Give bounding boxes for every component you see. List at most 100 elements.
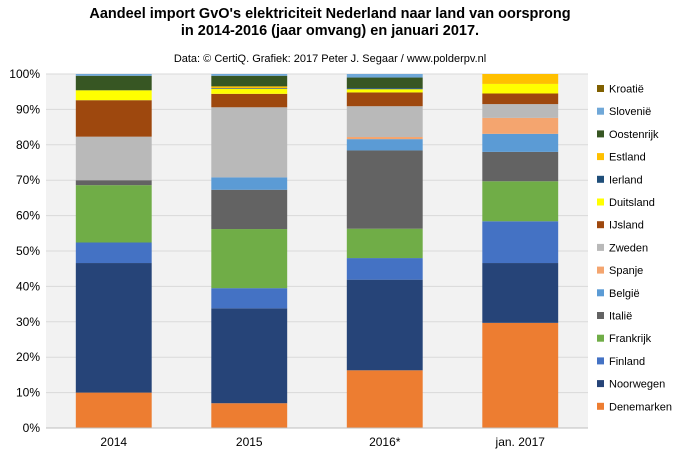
bar-segment — [482, 181, 559, 222]
bar-segment — [211, 403, 288, 428]
legend-label: Estland — [609, 152, 646, 164]
legend-swatch — [597, 85, 604, 92]
legend-label: Duitsland — [609, 197, 655, 209]
legend-swatch — [597, 175, 604, 183]
bar-segment — [75, 180, 152, 186]
y-tick-label: 0% — [23, 421, 41, 435]
legend-swatch — [597, 130, 604, 138]
y-tick-label: 60% — [16, 209, 40, 223]
bar-segment — [482, 74, 559, 84]
bar-segment — [482, 221, 559, 264]
bar-segment — [75, 263, 152, 393]
legend-swatch — [597, 153, 604, 161]
bar-segment — [211, 74, 288, 76]
y-tick-label: 90% — [16, 102, 40, 116]
bar-segment — [211, 86, 288, 89]
x-tick-label: 2014 — [100, 435, 127, 449]
chart-title: Aandeel import GvO's elektriciteit Neder… — [0, 6, 660, 40]
bar-segment — [211, 288, 288, 309]
y-axis: 0% 10% 20% 30% 40% 50% 60% 70% 80% 90% 100% — [9, 67, 40, 435]
bar-segment — [346, 370, 423, 428]
bar-segment — [346, 77, 423, 89]
bar-segment — [482, 263, 559, 323]
chart-title-line1: Aandeel import GvO's elektriciteit Neder… — [89, 6, 571, 22]
bar-segment — [211, 75, 288, 87]
legend-swatch — [597, 266, 604, 274]
bar-segment — [346, 137, 423, 140]
bar-segment — [75, 90, 152, 101]
y-tick-label: 50% — [16, 244, 40, 258]
legend-swatch — [597, 243, 604, 251]
y-tick-label: 30% — [16, 315, 40, 329]
legend-swatch — [597, 107, 604, 115]
bar-segment — [346, 88, 423, 90]
bars — [75, 74, 559, 428]
legend-label: Spanje — [609, 265, 643, 277]
legend-label: België — [609, 288, 640, 300]
bar-segment — [75, 75, 152, 91]
legend-label: Finland — [609, 356, 645, 368]
legend-label: Frankrijk — [609, 333, 652, 345]
legend-label: IJsland — [609, 220, 644, 232]
bar-segment — [211, 93, 288, 108]
bar-segment — [482, 151, 559, 182]
y-tick-label: 20% — [16, 350, 40, 364]
x-tick-label: 2015 — [236, 435, 263, 449]
legend-swatch — [597, 334, 604, 342]
bar-segment — [346, 74, 423, 78]
bar-segment — [346, 139, 423, 151]
bar-segment — [211, 107, 288, 178]
legend-swatch — [597, 289, 604, 297]
y-tick-label: 10% — [16, 386, 40, 400]
x-axis: 2014 2015 2016* jan. 2017 — [46, 427, 588, 449]
legend-label: Kroatië — [609, 84, 644, 96]
y-tick-label: 70% — [16, 173, 40, 187]
bar-segment — [482, 133, 559, 152]
y-tick-label: 40% — [16, 279, 40, 293]
bar-segment — [211, 308, 288, 404]
chart-subtitle: Data: © CertiQ. Grafiek: 2017 Peter J. S… — [173, 53, 487, 65]
bar-segment — [346, 150, 423, 229]
legend-label: Italië — [609, 311, 632, 323]
bar-segment — [346, 279, 423, 371]
bar-segment — [482, 93, 559, 105]
y-tick-label: 80% — [16, 138, 40, 152]
legend-swatch — [597, 380, 604, 388]
bar-segment — [346, 92, 423, 107]
bar-segment — [75, 392, 152, 428]
bar-segment — [75, 74, 152, 76]
legend-label: Denemarken — [609, 401, 672, 413]
legend-swatch — [597, 198, 604, 206]
legend-label: Oostenrijk — [609, 129, 659, 141]
x-tick-label: 2016* — [369, 435, 401, 449]
bar-segment — [346, 228, 423, 259]
legend: Kroatië Slovenië Oostenrijk Estland Ierland D… — [597, 84, 672, 413]
bar-segment — [211, 88, 288, 94]
bar-segment — [346, 258, 423, 280]
legend-label: Slovenië — [609, 106, 651, 118]
legend-swatch — [597, 357, 604, 365]
bar-segment — [211, 189, 288, 230]
y-tick-label: 100% — [9, 67, 40, 81]
x-tick-label: jan. 2017 — [495, 435, 546, 449]
bar-segment — [346, 89, 423, 93]
bar-segment — [482, 117, 559, 134]
bar-segment — [75, 185, 152, 243]
bar-segment — [75, 136, 152, 181]
legend-swatch — [597, 221, 604, 229]
legend-swatch — [597, 402, 604, 410]
chart-title-line2: in 2014-2016 (jaar omvang) en januari 20… — [180, 23, 480, 39]
bar-segment — [211, 88, 288, 89]
bar-segment — [75, 242, 152, 264]
legend-label: Ierland — [609, 174, 643, 186]
legend-label: Noorwegen — [609, 379, 665, 391]
bar-segment — [211, 229, 288, 289]
legend-label: Zweden — [609, 242, 648, 254]
bar-segment — [346, 106, 423, 138]
bar-segment — [482, 104, 559, 118]
bar-segment — [75, 100, 152, 137]
bar-segment — [211, 177, 288, 190]
legend-swatch — [597, 312, 604, 319]
bar-segment — [482, 83, 559, 94]
